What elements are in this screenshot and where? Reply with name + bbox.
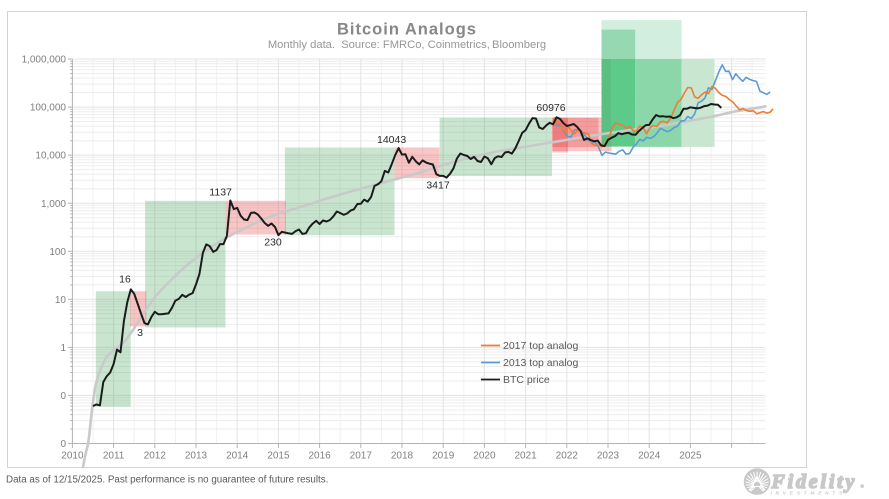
svg-text:230: 230 — [264, 237, 282, 249]
svg-text:2022: 2022 — [556, 451, 579, 462]
svg-text:3: 3 — [137, 327, 143, 339]
svg-text:10,000: 10,000 — [35, 151, 66, 162]
svg-text:2016: 2016 — [308, 451, 331, 462]
svg-text:3417: 3417 — [426, 180, 450, 192]
svg-text:2011: 2011 — [103, 451, 125, 462]
svg-text:2010: 2010 — [61, 451, 84, 462]
svg-text:2012: 2012 — [144, 451, 167, 462]
svg-text:2017: 2017 — [350, 451, 373, 462]
svg-text:10: 10 — [55, 295, 67, 306]
svg-text:0: 0 — [60, 391, 66, 402]
svg-text:14043: 14043 — [377, 134, 406, 146]
svg-text:1,000,000: 1,000,000 — [22, 55, 67, 66]
svg-text:1,000: 1,000 — [41, 199, 66, 210]
svg-text:2021: 2021 — [514, 451, 537, 462]
svg-text:2013 top analog: 2013 top analog — [503, 357, 578, 369]
svg-text:2014: 2014 — [226, 451, 249, 462]
svg-text:2013: 2013 — [185, 451, 208, 462]
svg-text:100: 100 — [49, 247, 66, 258]
svg-text:BTC price: BTC price — [503, 374, 550, 386]
svg-text:2020: 2020 — [473, 451, 496, 462]
svg-text:2017 top analog: 2017 top analog — [503, 340, 578, 352]
svg-text:16: 16 — [119, 274, 131, 286]
svg-text:100,000: 100,000 — [30, 103, 67, 114]
svg-text:60976: 60976 — [536, 102, 565, 114]
svg-text:2018: 2018 — [391, 451, 414, 462]
svg-text:2019: 2019 — [432, 451, 455, 462]
svg-text:0: 0 — [60, 439, 66, 450]
svg-text:1: 1 — [60, 343, 66, 354]
svg-text:Data as of 12/15/2025. Past pe: Data as of 12/15/2025. Past performance … — [6, 475, 328, 486]
svg-text:2023: 2023 — [597, 451, 620, 462]
svg-text:Bitcoin Analogs: Bitcoin Analogs — [337, 21, 477, 39]
svg-text:2015: 2015 — [267, 451, 290, 462]
svg-text:2025: 2025 — [679, 451, 702, 462]
svg-text:INVESTMENTS: INVESTMENTS — [771, 490, 847, 495]
svg-text:2024: 2024 — [638, 451, 661, 462]
svg-text:Fidelity: Fidelity — [771, 471, 858, 493]
svg-text:Monthly data. Source: FMRCo,: Monthly data. Source: FMRCo, Coinmetrics… — [268, 39, 546, 51]
svg-text:1137: 1137 — [209, 187, 232, 199]
